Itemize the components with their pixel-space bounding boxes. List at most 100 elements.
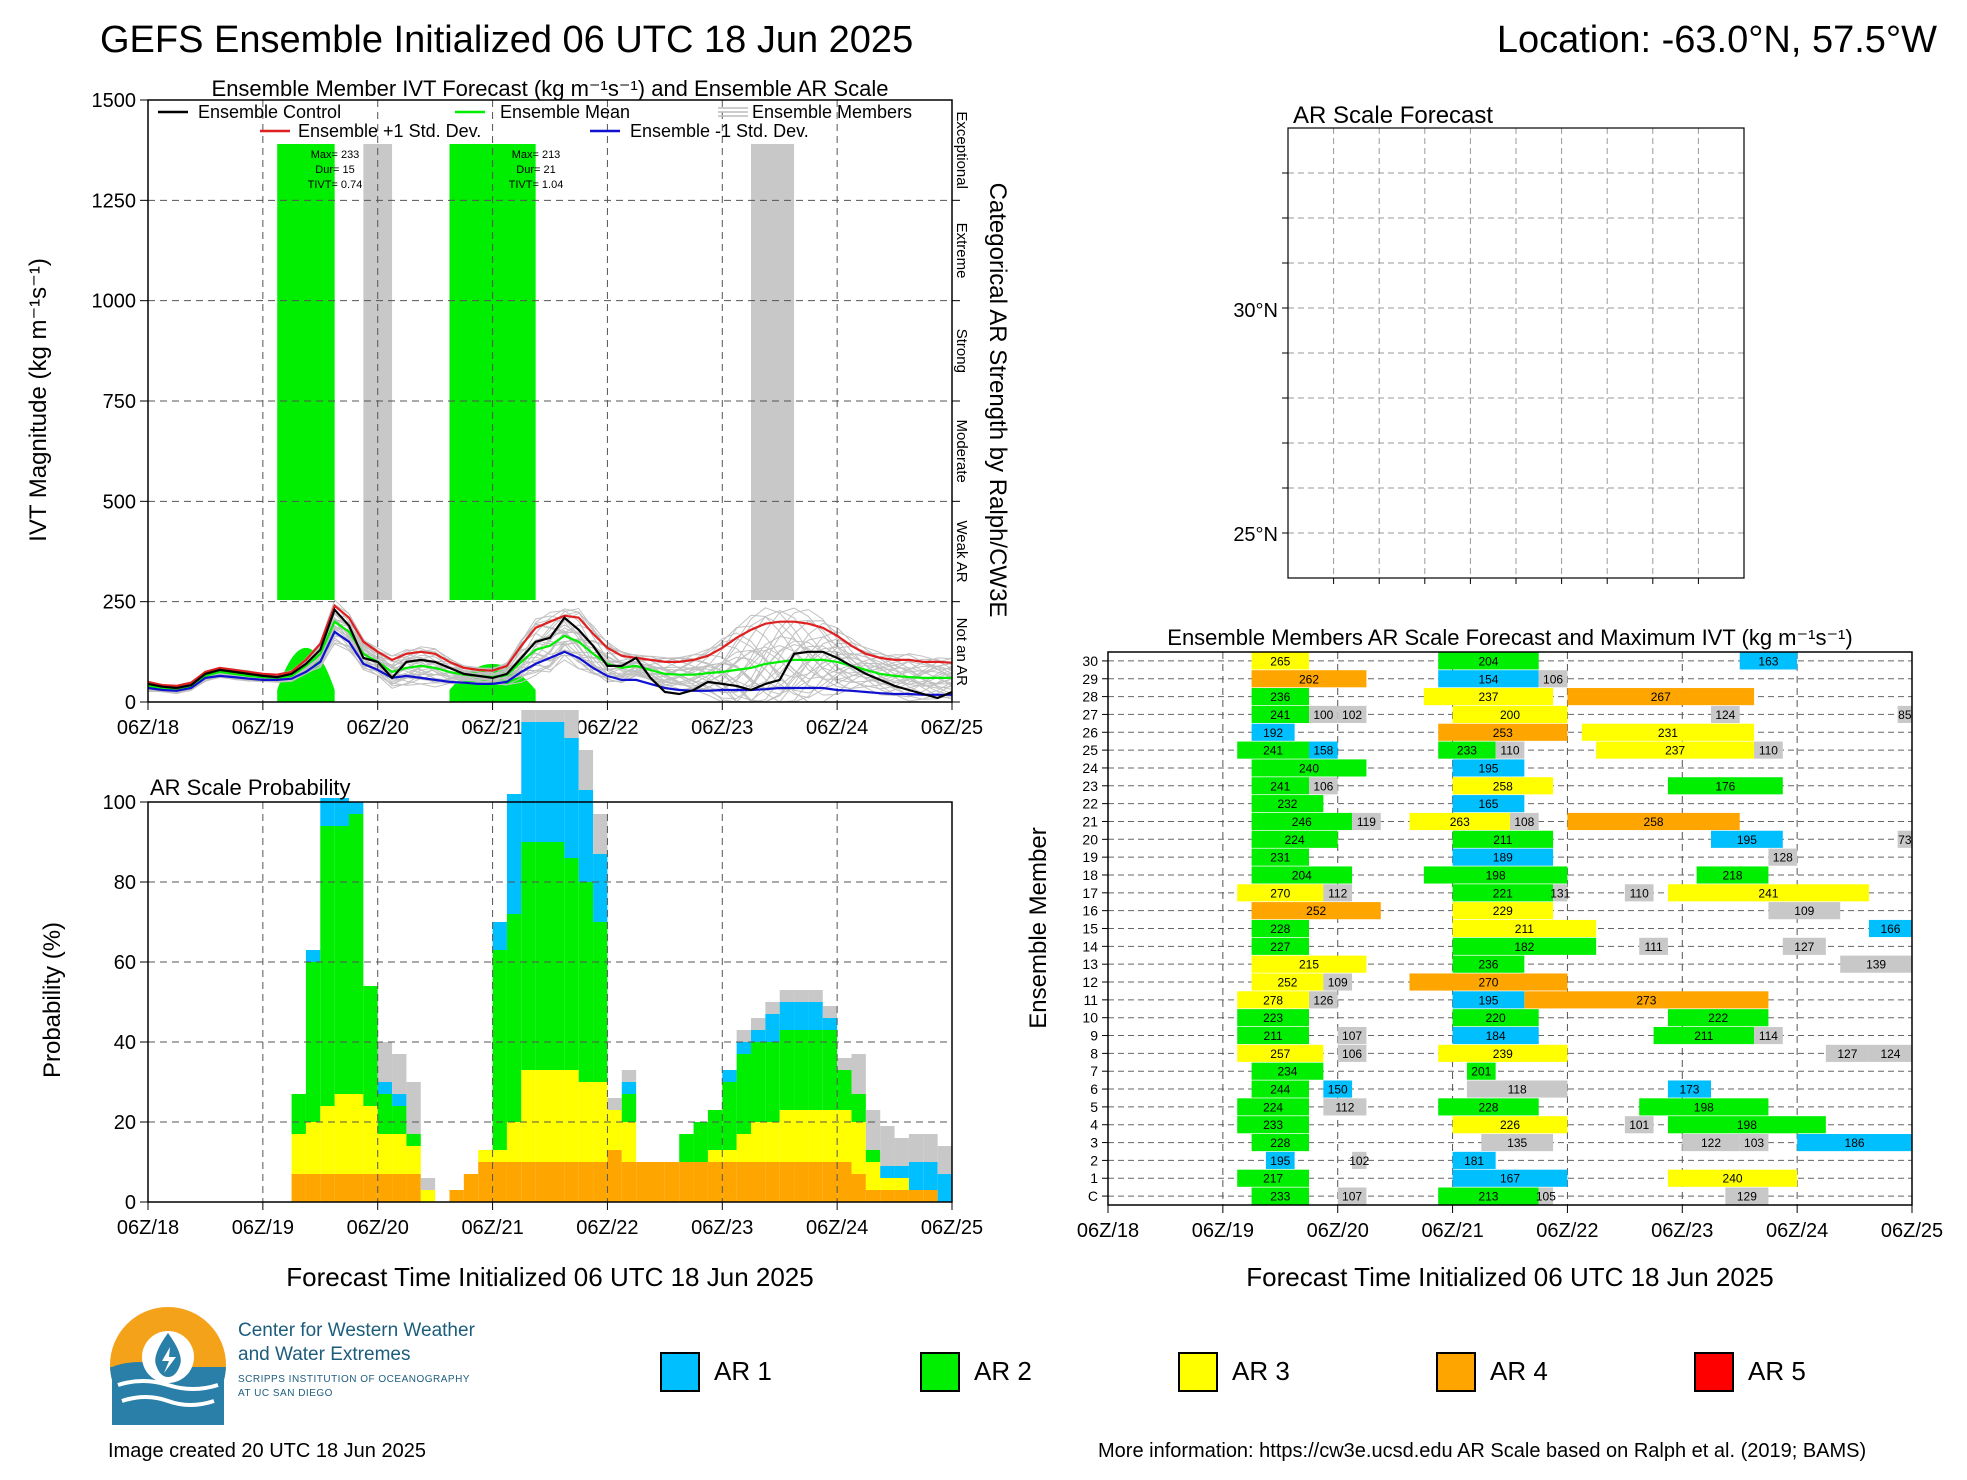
member-max-ivt-label: 240 bbox=[1299, 761, 1319, 775]
plus-std-line bbox=[147, 603, 953, 688]
legend-ar4-swatch bbox=[1436, 1352, 1476, 1392]
member-max-ivt-label: 195 bbox=[1478, 761, 1498, 775]
prob-bar-segment bbox=[894, 1166, 909, 1178]
member-max-ivt-label: 265 bbox=[1270, 654, 1290, 668]
member-max-ivt-label: 135 bbox=[1507, 1136, 1527, 1150]
member-max-ivt-label: 211 bbox=[1694, 1029, 1713, 1043]
prob-bar-segment bbox=[779, 1030, 795, 1110]
org-name-line-1: Center for Western Weather bbox=[238, 1320, 475, 1341]
member-ar-bar bbox=[1825, 1044, 1869, 1062]
member-y-tick-label: 17 bbox=[1082, 885, 1098, 901]
member-max-ivt-label: 226 bbox=[1500, 1118, 1520, 1132]
prob-bar-segment bbox=[808, 1030, 823, 1110]
member-ar-bar bbox=[1251, 759, 1367, 777]
member-max-ivt-label: 181 bbox=[1464, 1154, 1484, 1168]
legend-ar2-label: AR 2 bbox=[974, 1356, 1032, 1386]
prob-bar-segment bbox=[506, 1122, 522, 1162]
event-2-dur: Dur= 21 bbox=[516, 164, 555, 176]
prob-bar-segment bbox=[765, 1162, 780, 1202]
member-max-ivt-label: 240 bbox=[1723, 1172, 1743, 1186]
member-ar-bar bbox=[1567, 812, 1740, 831]
prob-bar-segment bbox=[736, 1134, 751, 1162]
member-max-ivt-label: 109 bbox=[1794, 904, 1814, 918]
ivt-x-tick-label: 06Z/21 bbox=[461, 717, 523, 739]
member-max-ivt-label: 112 bbox=[1335, 1100, 1354, 1114]
prob-bar-segment bbox=[406, 1174, 421, 1202]
member-max-ivt-label: 218 bbox=[1723, 868, 1743, 882]
prob-bar-segment bbox=[923, 1190, 938, 1202]
member-ar-bar bbox=[1596, 741, 1755, 759]
prob-bar-segment bbox=[707, 1150, 723, 1162]
legend-ar5-swatch bbox=[1694, 1352, 1734, 1392]
prob-x-tick-label: 06Z/20 bbox=[347, 1217, 409, 1239]
prob-bar-segment bbox=[305, 1174, 321, 1202]
member-ar-bar bbox=[1438, 1098, 1539, 1116]
member-max-ivt-label: 139 bbox=[1866, 958, 1886, 972]
member-max-ivt-label: 150 bbox=[1328, 1083, 1348, 1097]
prob-bar-segment bbox=[722, 1082, 737, 1150]
prob-bar-segment bbox=[865, 1190, 881, 1202]
footer-info: More information: https://cw3e.ucsd.edu … bbox=[1098, 1440, 1867, 1462]
ivt-x-tick-label: 06Z/18 bbox=[117, 717, 179, 739]
prob-bar-segment bbox=[837, 1162, 852, 1202]
category-label: Extreme bbox=[953, 223, 970, 279]
member-ar-bar bbox=[1237, 741, 1309, 759]
map-panel: AR Scale Forecast 30°N 25°N bbox=[1233, 102, 1745, 584]
cw3e-logo bbox=[110, 1307, 226, 1425]
member-ar-bar bbox=[1251, 652, 1309, 670]
member-y-tick-label: 4 bbox=[1090, 1117, 1098, 1133]
member-max-ivt-label: 182 bbox=[1514, 940, 1534, 954]
prob-bar-segment bbox=[736, 1054, 751, 1134]
member-ar-bar bbox=[1251, 723, 1295, 741]
member-ar-bar bbox=[1667, 1169, 1798, 1187]
prob-bar-segment bbox=[722, 1150, 737, 1162]
member-max-ivt-label: 85 bbox=[1898, 708, 1912, 722]
prob-bar-segment bbox=[564, 1070, 579, 1162]
member-max-ivt-label: 165 bbox=[1478, 797, 1498, 811]
member-x-axis-label: Forecast Time Initialized 06 UTC 18 Jun … bbox=[1246, 1262, 1773, 1292]
legend-mean-label: Ensemble Mean bbox=[500, 102, 630, 122]
member-y-tick-label: 20 bbox=[1082, 831, 1098, 847]
member-ar-bar bbox=[1409, 812, 1510, 831]
prob-bar-segment bbox=[593, 1162, 608, 1202]
category-label: Weak AR bbox=[953, 520, 970, 582]
prob-bar-segment bbox=[521, 722, 536, 842]
prob-bar-segment bbox=[765, 1122, 780, 1162]
member-ar-bar bbox=[1438, 1044, 1568, 1062]
prob-bar-segment bbox=[305, 1122, 321, 1174]
event-1-tivt: TIVT= 0.74 bbox=[308, 179, 363, 191]
org-name-line-4: AT UC SAN DIEGO bbox=[238, 1388, 333, 1399]
prob-bar-segment bbox=[908, 1190, 924, 1202]
member-y-tick-label: 5 bbox=[1090, 1099, 1098, 1115]
prob-bar-segment bbox=[808, 1110, 823, 1162]
member-max-ivt-label: 195 bbox=[1270, 1154, 1290, 1168]
member-ar-bar bbox=[1452, 884, 1554, 902]
member-max-ivt-label: 106 bbox=[1342, 1047, 1362, 1061]
prob-bar-segment bbox=[593, 854, 608, 922]
member-max-ivt-label: 231 bbox=[1270, 851, 1290, 865]
probability-plot-frame bbox=[147, 801, 953, 1203]
prob-bar-segment bbox=[607, 1150, 622, 1202]
ar-scale-bar-1 bbox=[277, 144, 335, 600]
prob-bar-segment bbox=[492, 922, 507, 950]
member-max-ivt-label: 122 bbox=[1701, 1136, 1721, 1150]
member-x-tick-label: 06Z/25 bbox=[1881, 1220, 1943, 1242]
member-y-tick-label: 22 bbox=[1082, 796, 1098, 812]
member-x-tick-label: 06Z/20 bbox=[1307, 1220, 1369, 1242]
prob-bar-segment bbox=[535, 710, 550, 722]
event-1-max: Max= 233 bbox=[311, 149, 360, 161]
member-max-ivt-label: 201 bbox=[1471, 1065, 1491, 1079]
prob-x-tick-label: 06Z/19 bbox=[232, 1217, 294, 1239]
member-max-ivt-label: 234 bbox=[1277, 1065, 1297, 1079]
member-max-ivt-label: 278 bbox=[1263, 993, 1283, 1007]
member-y-tick-label: 15 bbox=[1082, 921, 1098, 937]
member-ar-bar bbox=[1337, 1044, 1367, 1062]
ivt-x-tick-label: 06Z/23 bbox=[691, 717, 753, 739]
member-y-tick-label: 19 bbox=[1082, 849, 1098, 865]
probability-panel: 0 20 40 60 80 100 06Z/18 06Z/19 06Z/20 06Z/21 06Z/… bbox=[39, 710, 983, 1292]
member-ar-bar bbox=[1538, 1187, 1554, 1205]
member-ar-bar bbox=[1237, 1116, 1309, 1134]
member-max-ivt-label: 241 bbox=[1758, 886, 1778, 900]
member-ar-bar bbox=[1725, 1187, 1769, 1205]
prob-bar-segment bbox=[779, 1110, 795, 1162]
